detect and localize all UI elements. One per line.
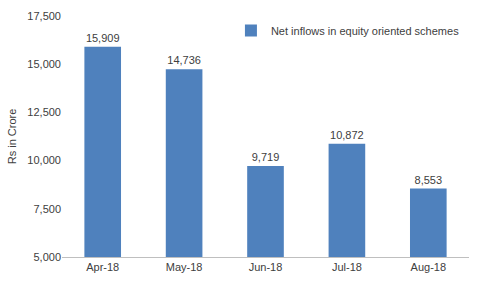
svg-text:17,500: 17,500 [27,10,61,22]
svg-text:Jun-18: Jun-18 [249,261,283,273]
svg-text:14,736: 14,736 [167,54,201,66]
svg-text:5,000: 5,000 [33,251,61,263]
svg-text:10,872: 10,872 [330,129,364,141]
svg-text:15,909: 15,909 [86,32,120,44]
svg-text:10,000: 10,000 [27,154,61,166]
svg-text:Jul-18: Jul-18 [332,261,362,273]
svg-text:Net inflows in equity oriented: Net inflows in equity oriented schemes [271,25,459,37]
svg-text:Apr-18: Apr-18 [86,261,119,273]
svg-text:15,000: 15,000 [27,58,61,70]
svg-text:Aug-18: Aug-18 [411,261,446,273]
svg-text:May-18: May-18 [166,261,203,273]
svg-text:Rs in Crore: Rs in Crore [6,109,18,165]
svg-text:7,500: 7,500 [33,203,61,215]
svg-text:8,553: 8,553 [415,174,443,186]
svg-text:12,500: 12,500 [27,106,61,118]
svg-text:9,719: 9,719 [252,151,280,163]
